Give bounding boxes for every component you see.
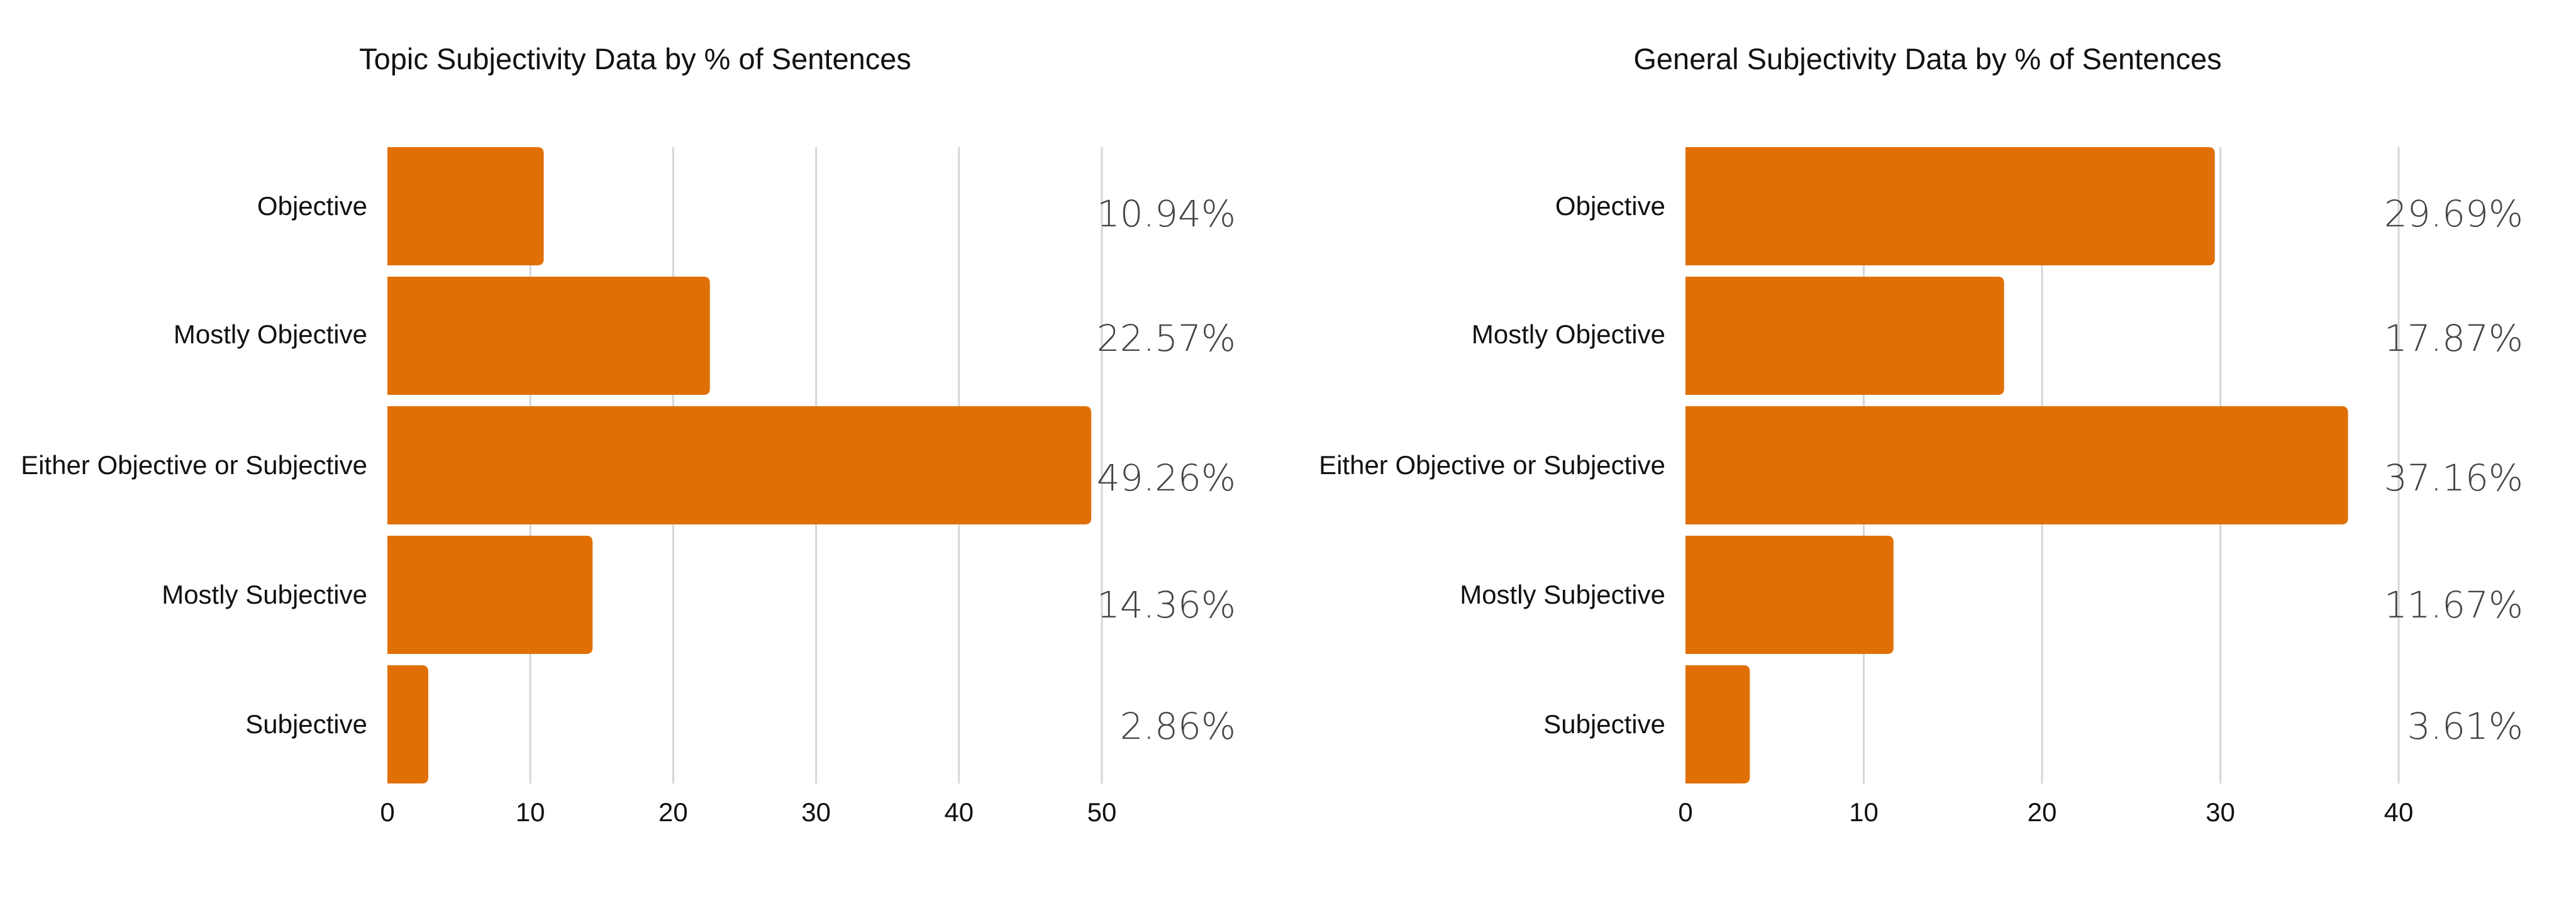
category-label: Mostly Objective	[1472, 319, 1665, 349]
topic-subjectivity-chart: Topic Subjectivity Data by % of Sentence…	[21, 42, 1236, 827]
bar	[387, 406, 1092, 524]
bar	[1685, 147, 2215, 265]
x-tick-label: 0	[1678, 797, 1692, 827]
value-label: 22.57%	[1097, 317, 1236, 360]
bar	[387, 277, 710, 395]
x-tick-label: 30	[2206, 797, 2235, 827]
category-label: Objective	[1555, 191, 1665, 221]
value-label: 2.86%	[1120, 705, 1236, 748]
x-tick-label: 0	[380, 797, 394, 827]
value-label: 17.87%	[2384, 317, 2523, 360]
bar	[387, 665, 428, 783]
x-tick-label: 50	[1087, 797, 1117, 827]
category-label: Either Objective or Subjective	[1319, 450, 1665, 480]
value-label: 3.61%	[2407, 705, 2523, 748]
category-label: Mostly Objective	[174, 319, 367, 349]
bar	[1685, 277, 2004, 395]
x-tick-label: 20	[658, 797, 688, 827]
bar	[1685, 665, 1750, 783]
x-tick-label: 10	[1849, 797, 1879, 827]
x-tick-label: 30	[801, 797, 831, 827]
category-label: Subjective	[245, 709, 367, 739]
x-tick-label: 10	[516, 797, 545, 827]
x-tick-label: 20	[2028, 797, 2057, 827]
category-label: Either Objective or Subjective	[21, 450, 367, 480]
x-tick-label: 40	[2384, 797, 2414, 827]
category-label: Subjective	[1543, 709, 1665, 739]
value-label: 29.69%	[2384, 192, 2523, 235]
x-tick-label: 40	[944, 797, 974, 827]
value-label: 49.26%	[1097, 456, 1236, 499]
bar	[387, 147, 544, 265]
general-subjectivity-chart: General Subjectivity Data by % of Senten…	[1319, 42, 2523, 827]
value-label: 10.94%	[1097, 192, 1236, 235]
value-label: 11.67%	[2384, 584, 2523, 626]
value-label: 37.16%	[2384, 456, 2523, 499]
category-label: Mostly Subjective	[1460, 580, 1665, 609]
value-label: 14.36%	[1097, 584, 1236, 626]
bar	[1685, 406, 2348, 524]
category-label: Objective	[257, 191, 367, 221]
chart-title: General Subjectivity Data by % of Senten…	[1633, 42, 2221, 75]
chart-title: Topic Subjectivity Data by % of Sentence…	[359, 42, 911, 75]
bar	[1685, 536, 1894, 654]
category-label: Mostly Subjective	[162, 580, 367, 609]
bar	[387, 536, 593, 654]
